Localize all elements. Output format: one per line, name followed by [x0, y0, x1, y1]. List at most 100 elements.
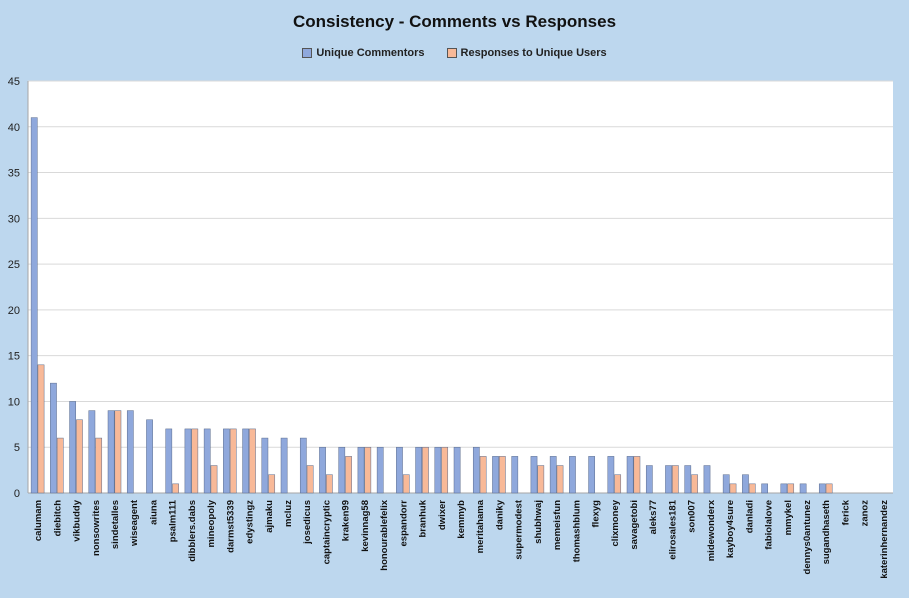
bar-responses	[210, 465, 218, 494]
x-tick-label: branhuk	[418, 499, 429, 537]
bar-responses	[691, 474, 698, 494]
x-tick-label: sugandhaseth	[821, 500, 832, 565]
legend-swatch-commentors	[302, 48, 313, 58]
x-tick-label: kraken99	[341, 500, 352, 541]
bar-responses	[306, 465, 314, 494]
x-tick-label: flexyg	[591, 500, 602, 528]
bar-unique-commentors	[223, 428, 230, 494]
legend: Unique Commentors Responses to Unique Us…	[0, 47, 909, 59]
bar-unique-commentors	[261, 437, 269, 494]
bar-unique-commentors	[319, 446, 326, 494]
bar-responses	[114, 410, 122, 494]
bar-unique-commentors	[242, 428, 250, 494]
bar-unique-commentors	[299, 437, 307, 494]
bar-responses	[441, 446, 449, 494]
bar-responses	[364, 446, 372, 494]
bar-responses	[498, 456, 506, 494]
bar-unique-commentors	[665, 465, 672, 494]
y-tick-label: 5	[14, 442, 20, 454]
bar-responses	[95, 437, 103, 494]
bar-unique-commentors	[761, 483, 769, 494]
x-tick-label: supermodest	[514, 499, 525, 559]
bar-responses	[325, 474, 333, 494]
bar-responses	[76, 419, 83, 494]
y-tick-label: 45	[8, 76, 20, 88]
x-tick-label: ferick	[840, 499, 851, 525]
bar-unique-commentors	[107, 410, 115, 494]
bar-unique-commentors	[203, 428, 211, 494]
legend-label-commentors: Unique Commentors	[316, 47, 425, 59]
bar-unique-commentors	[569, 456, 576, 494]
bar-responses	[345, 456, 352, 494]
x-tick-label: zanoz	[860, 500, 871, 527]
x-tick-label: honourablefelix	[379, 499, 390, 570]
bar-unique-commentors	[492, 456, 499, 494]
bar-unique-commentors	[818, 483, 826, 494]
legend-item-responses: Responses to Unique Users	[446, 47, 607, 59]
x-tick-label: midewonderx	[706, 499, 717, 561]
bar-responses	[614, 474, 622, 494]
y-tick-label: 35	[8, 168, 20, 180]
x-tick-label: dibblers.dabs	[187, 500, 198, 562]
y-tick-label: 15	[8, 351, 20, 363]
x-tick-label: diebitch	[52, 500, 63, 537]
bar-responses	[402, 474, 410, 494]
chart-title: Consistency - Comments vs Responses	[292, 12, 617, 31]
bar-unique-commentors	[165, 428, 173, 494]
bar-unique-commentors	[338, 446, 346, 494]
legend-item-commentors: Unique Commentors	[302, 47, 425, 59]
legend-swatch-responses	[446, 48, 457, 58]
bar-unique-commentors	[434, 446, 442, 494]
x-tick-label: vikbuddy	[72, 499, 83, 541]
x-tick-label: captaincryptic	[321, 500, 332, 564]
x-tick-label: danladi	[744, 500, 755, 533]
bar-responses	[191, 428, 199, 494]
bar-unique-commentors	[607, 456, 615, 494]
bar-unique-commentors	[88, 410, 96, 494]
y-tick-label: 25	[8, 259, 20, 271]
x-tick-label: ajmaku	[264, 500, 275, 533]
x-tick-label: dennys0antunez	[802, 500, 813, 575]
bar-unique-commentors	[415, 446, 423, 494]
x-tick-label: kayboy4sure	[725, 500, 736, 558]
x-tick-label: edystingz	[245, 500, 256, 544]
bar-responses	[787, 483, 795, 494]
x-tick-label: kevinnag58	[360, 500, 371, 552]
bar-responses	[537, 465, 545, 494]
y-tick-label: 0	[14, 488, 20, 500]
bar-unique-commentors	[357, 446, 365, 494]
bar-responses	[479, 456, 487, 494]
x-tick-label: mineopoly	[206, 499, 217, 547]
bar-unique-commentors	[530, 456, 538, 494]
bar-unique-commentors	[472, 446, 480, 494]
bar-unique-commentors	[184, 428, 192, 494]
x-tick-label: clixmoney	[610, 499, 621, 546]
x-tick-label: sindetalles	[110, 500, 121, 549]
bar-unique-commentors	[549, 456, 557, 494]
bar-unique-commentors	[376, 446, 384, 494]
bar-unique-commentors	[453, 446, 461, 494]
x-tick-label: dwixer	[437, 500, 448, 530]
x-tick-label: calumam	[33, 500, 44, 541]
bar-unique-commentors	[511, 456, 519, 494]
x-tick-label: kemmyb	[456, 500, 467, 539]
bar-responses	[633, 456, 641, 494]
y-tick-label: 40	[8, 122, 20, 134]
x-tick-label: mmykel	[783, 500, 794, 535]
bar-responses	[172, 483, 179, 494]
x-tick-label: memeisfun	[552, 500, 563, 550]
legend-label-responses: Responses to Unique Users	[460, 47, 607, 59]
x-tick-label: aiuna	[148, 499, 159, 525]
x-tick-label: katerinhernandez	[879, 500, 890, 579]
bar-unique-commentors	[396, 446, 403, 494]
bar-responses	[825, 483, 833, 494]
x-tick-label: thomashblum	[571, 500, 582, 562]
bar-unique-commentors	[722, 474, 730, 494]
bar-responses	[556, 465, 564, 494]
x-tick-label: elirosales181	[667, 499, 678, 559]
x-tick-label: psalm111	[168, 499, 179, 542]
x-tick-label: aleks77	[648, 500, 659, 534]
x-tick-label: espandorr	[398, 500, 409, 547]
x-tick-label: son007	[687, 500, 698, 533]
